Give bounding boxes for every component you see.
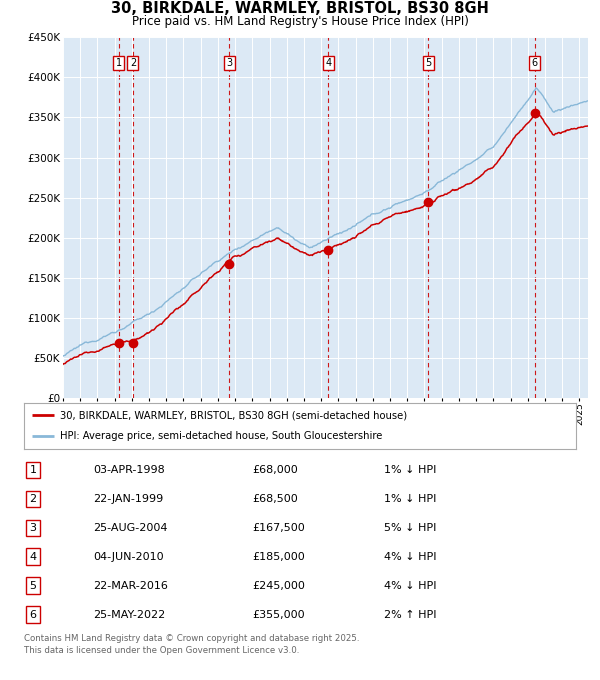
Text: 22-MAR-2016: 22-MAR-2016 <box>93 581 168 591</box>
Text: 1% ↓ HPI: 1% ↓ HPI <box>384 465 436 475</box>
Text: 4: 4 <box>325 58 331 68</box>
Text: This data is licensed under the Open Government Licence v3.0.: This data is licensed under the Open Gov… <box>24 646 299 655</box>
Text: 1: 1 <box>116 58 122 68</box>
Text: 5: 5 <box>425 58 431 68</box>
Text: 25-AUG-2004: 25-AUG-2004 <box>93 523 167 533</box>
Text: 03-APR-1998: 03-APR-1998 <box>93 465 165 475</box>
Text: 2: 2 <box>29 494 37 504</box>
Text: 6: 6 <box>532 58 538 68</box>
Text: £355,000: £355,000 <box>252 609 305 619</box>
Text: 4% ↓ HPI: 4% ↓ HPI <box>384 581 437 591</box>
Text: 3: 3 <box>226 58 232 68</box>
Text: HPI: Average price, semi-detached house, South Gloucestershire: HPI: Average price, semi-detached house,… <box>60 431 382 441</box>
Text: 04-JUN-2010: 04-JUN-2010 <box>93 551 164 562</box>
Text: Price paid vs. HM Land Registry's House Price Index (HPI): Price paid vs. HM Land Registry's House … <box>131 15 469 28</box>
Text: 2% ↑ HPI: 2% ↑ HPI <box>384 609 437 619</box>
Text: 4: 4 <box>29 551 37 562</box>
Text: £68,000: £68,000 <box>252 465 298 475</box>
Text: 5% ↓ HPI: 5% ↓ HPI <box>384 523 436 533</box>
Text: 3: 3 <box>29 523 37 533</box>
Text: 30, BIRKDALE, WARMLEY, BRISTOL, BS30 8GH: 30, BIRKDALE, WARMLEY, BRISTOL, BS30 8GH <box>111 1 489 16</box>
Text: £245,000: £245,000 <box>252 581 305 591</box>
Text: 25-MAY-2022: 25-MAY-2022 <box>93 609 165 619</box>
Text: 22-JAN-1999: 22-JAN-1999 <box>93 494 163 504</box>
Text: 4% ↓ HPI: 4% ↓ HPI <box>384 551 437 562</box>
Text: £167,500: £167,500 <box>252 523 305 533</box>
Text: Contains HM Land Registry data © Crown copyright and database right 2025.: Contains HM Land Registry data © Crown c… <box>24 634 359 643</box>
Text: 1: 1 <box>29 465 37 475</box>
Text: £68,500: £68,500 <box>252 494 298 504</box>
Text: 6: 6 <box>29 609 37 619</box>
Text: 1% ↓ HPI: 1% ↓ HPI <box>384 494 436 504</box>
Text: 30, BIRKDALE, WARMLEY, BRISTOL, BS30 8GH (semi-detached house): 30, BIRKDALE, WARMLEY, BRISTOL, BS30 8GH… <box>60 410 407 420</box>
Text: £185,000: £185,000 <box>252 551 305 562</box>
Text: 2: 2 <box>130 58 136 68</box>
Text: 5: 5 <box>29 581 37 591</box>
